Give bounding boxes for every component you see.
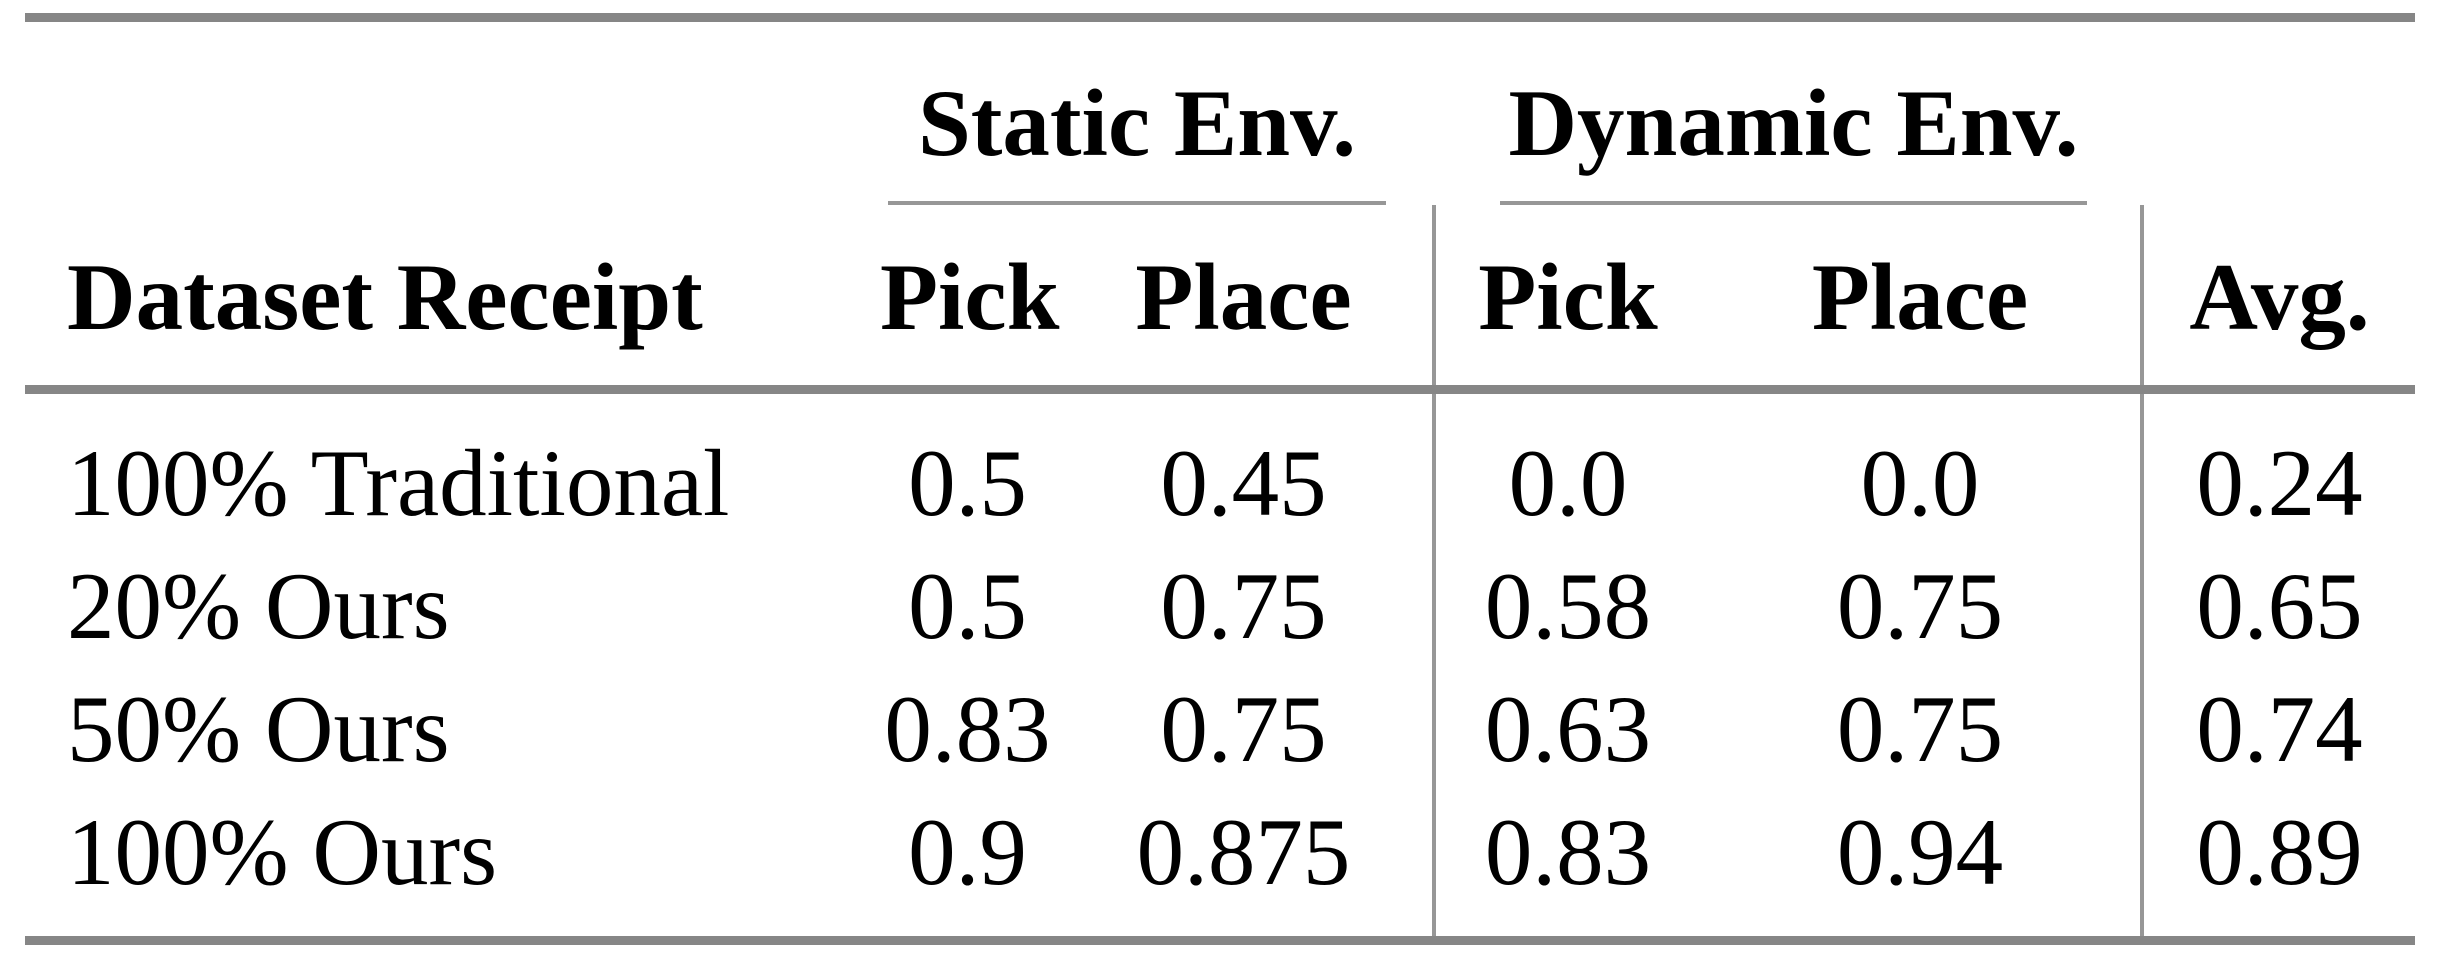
table-row: 50% Ours 0.83 0.75 0.63 0.75 0.74 — [25, 668, 2415, 791]
value-cell: 0.45 — [1160, 430, 1327, 536]
value-cell: 0.5 — [908, 553, 1027, 659]
column-header-dynamic-place: Place — [1811, 244, 2029, 350]
value-cell: 0.24 — [2140, 394, 2415, 545]
value-cell: 0.89 — [2140, 791, 2415, 936]
value-cell: 0.75 — [1160, 676, 1327, 782]
value-cell: 0.0 — [1432, 394, 1700, 545]
table-row: 100% Traditional 0.5 0.45 0.0 0.0 0.24 — [25, 394, 2415, 545]
value-cell: 0.75 — [1836, 553, 2004, 659]
mid-rule-cell — [25, 385, 2415, 394]
value-cell: 0.83 — [1432, 791, 1700, 936]
column-header-avg: Avg. — [2140, 205, 2415, 385]
value-cell: 0.74 — [2140, 668, 2415, 791]
row-label-cell: 20% Ours — [67, 553, 450, 659]
value-cell: 0.0 — [1860, 430, 1980, 536]
row-label-cell: 100% Ours — [67, 799, 498, 905]
results-table-container: Static Env. Dynamic Env. Dataset Receipt… — [25, 13, 2415, 945]
value-cell: 0.63 — [1432, 668, 1700, 791]
value-cell: 0.94 — [1836, 799, 2004, 905]
mid-rule-row — [25, 385, 2415, 394]
table-row: 100% Ours 0.9 0.875 0.83 0.94 0.89 — [25, 791, 2415, 936]
group-header-static-label: Static Env. — [888, 76, 1386, 205]
value-cell: 0.9 — [908, 799, 1027, 905]
row-label-cell: 50% Ours — [67, 676, 450, 782]
results-table: Static Env. Dynamic Env. Dataset Receipt… — [25, 22, 2415, 936]
group-header-row: Static Env. Dynamic Env. — [25, 22, 2415, 205]
value-cell: 0.75 — [1836, 676, 2004, 782]
column-header-dynamic-pick: Pick — [1432, 205, 1700, 385]
column-header-static-place: Place — [1135, 244, 1352, 350]
table-row: 20% Ours 0.5 0.75 0.58 0.75 0.65 — [25, 545, 2415, 668]
column-header-static-pick: Pick — [880, 244, 1060, 350]
column-header-dataset: Dataset Receipt — [67, 244, 703, 350]
group-header-spacer — [25, 22, 880, 205]
value-cell: 0.5 — [908, 430, 1027, 536]
bottom-rule-divider — [25, 936, 2415, 945]
group-header-dynamic-label: Dynamic Env. — [1500, 76, 2087, 205]
value-cell: 0.75 — [1160, 553, 1327, 659]
value-cell: 0.58 — [1432, 545, 1700, 668]
group-header-static: Static Env. — [880, 22, 1434, 205]
top-rule-divider — [25, 13, 2415, 22]
row-label-cell: 100% Traditional — [67, 430, 730, 536]
mid-rule-divider — [25, 385, 2415, 394]
value-cell: 0.875 — [1136, 799, 1351, 905]
value-cell: 0.65 — [2140, 545, 2415, 668]
value-cell: 0.83 — [884, 676, 1051, 782]
column-header-row: Dataset Receipt Pick Place Pick Place Av… — [25, 205, 2415, 385]
group-header-dynamic: Dynamic Env. — [1434, 22, 2142, 205]
group-header-spacer — [2142, 22, 2415, 205]
